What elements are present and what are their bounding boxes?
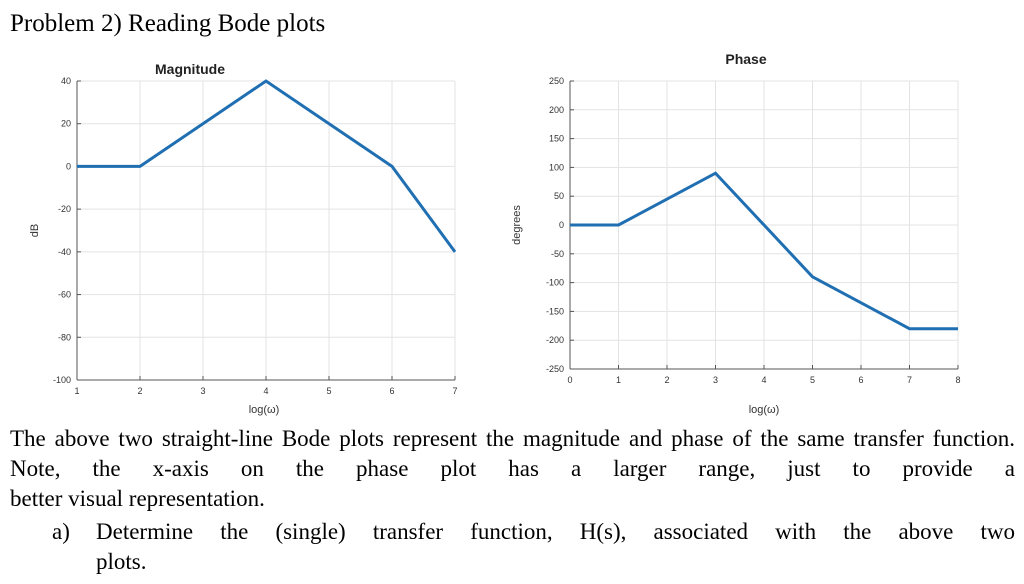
y-tick-label: 150 [549, 134, 564, 144]
question-marker: a) [52, 519, 70, 544]
y-tick-label: 100 [549, 162, 564, 172]
problem-title: Problem 2) Reading Bode plots [10, 10, 326, 37]
x-tick-label: 4 [761, 375, 766, 385]
x-axis-label: log(ω) [749, 404, 780, 416]
chart-title: Magnitude [155, 61, 225, 77]
bode-plots-figure: 1 2 3 4 5 6 7-100-80-60-40-2002040Magnitudelog… [29, 51, 961, 416]
y-tick-label: 200 [549, 105, 564, 115]
y-tick-label: -200 [546, 335, 564, 345]
y-tick-label: -20 [58, 204, 71, 214]
series-line [77, 79, 457, 253]
x-tick-label: 7 [907, 375, 912, 385]
y-tick-label: -80 [58, 332, 71, 342]
magnitude-chart: 1 2 3 4 5 6 7 -100 -80 -60 -40 -20 0 20 40 Magnitude log… [29, 61, 458, 416]
x-tick-label: 5 [810, 375, 815, 385]
y-tick-label: -150 [546, 306, 564, 316]
question-line: plots. [96, 549, 147, 574]
y-tick-label: -60 [58, 290, 71, 300]
x-tick-label: 6 [389, 386, 394, 396]
question-line: Determine the (single) transfer function… [96, 519, 1015, 544]
x-tick-label: 6 [858, 375, 863, 385]
y-tick-label: 50 [554, 191, 564, 201]
x-axis-label: log(ω) [249, 404, 280, 416]
description-paragraph: The above two straight-line Bode plots r… [10, 424, 1015, 514]
x-tick-label: 8 [955, 375, 960, 385]
x-tick-label: 0 [567, 375, 572, 385]
x-tick-label: 7 [452, 386, 457, 396]
y-axis-label: dB [29, 224, 41, 237]
y-tick-label: -250 [546, 364, 564, 374]
x-tick-label: 2 [137, 386, 142, 396]
y-tick-label: 40 [61, 76, 71, 86]
y-tick-label: -100 [546, 278, 564, 288]
x-tick-label: 5 [326, 386, 331, 396]
x-tick-label: 1 [616, 375, 621, 385]
paragraph-line: transfer function. Note, the x-axis on t… [10, 426, 1016, 481]
y-tick-label: 20 [61, 119, 71, 129]
y-tick-label: 0 [66, 161, 71, 171]
y-tick-label: -40 [58, 247, 71, 257]
paragraph-line: better visual representation. [10, 486, 265, 511]
y-tick-label: 0 [559, 220, 564, 230]
paragraph-line: The above two straight-line Bode plots r… [10, 426, 845, 451]
x-tick-label: 1 [74, 386, 79, 396]
chart-title: Phase [725, 51, 766, 67]
x-tick-label: 4 [263, 386, 268, 396]
x-tick-label: 3 [200, 386, 205, 396]
series-line [570, 171, 958, 331]
y-tick-label: -100 [53, 375, 71, 385]
x-tick-label: 2 [664, 375, 669, 385]
question-a: a) Determine the (single) transfer funct… [52, 517, 1015, 577]
y-tick-label: 250 [549, 76, 564, 86]
y-tick-label: -50 [551, 249, 564, 259]
y-axis-label: degrees [511, 205, 523, 245]
phase-chart: 0 1 2 3 4 5 6 7 8 -250 -200 -150 -100 -50 0 50 100 150 200… [511, 51, 961, 416]
x-tick-label: 3 [713, 375, 718, 385]
